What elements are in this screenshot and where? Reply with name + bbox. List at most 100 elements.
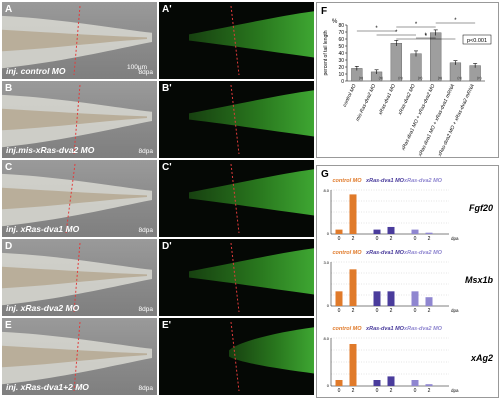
n-label: (n) — [418, 76, 422, 80]
n-label: (n) — [379, 76, 383, 80]
y-tick-label: 30 — [338, 58, 344, 64]
expression-bar — [411, 380, 419, 386]
x-tick-label: 2 — [428, 236, 431, 242]
expression-bar — [373, 380, 381, 386]
fluorescence-panel-a: A' — [159, 2, 314, 79]
bar — [430, 32, 442, 82]
expression-bar — [425, 297, 433, 306]
group-label: xRas-dva2 MO — [403, 250, 443, 256]
x-tick-label: 2 — [352, 236, 355, 242]
category-label: xRas-dva1 MO — [377, 83, 397, 117]
group-label: control MO — [332, 250, 362, 256]
x-tick-label: 0 — [338, 308, 341, 314]
x-tick-label: 0 — [338, 388, 341, 394]
category-label: xRas-dva2 MO — [397, 83, 417, 117]
tail-image — [2, 321, 152, 392]
n-label: (n) — [438, 76, 442, 80]
x-tick-label: 2 — [352, 388, 355, 394]
category-label: xRas-dva1 MO + xRas-dva1 mRNA — [417, 83, 457, 157]
y-tick-label: 0 — [327, 303, 330, 308]
panel-g-label: G — [321, 169, 329, 180]
expression-bar — [425, 384, 433, 386]
x-tick-label: 2 — [390, 308, 393, 314]
dpa-label: 8dpa — [138, 69, 153, 76]
group-label: xRas-dva2 MO — [403, 326, 443, 332]
panel-label-prime: E' — [162, 320, 172, 331]
panel-label-prime: B' — [162, 83, 172, 94]
group-label: xRas-dva1 MO — [365, 178, 405, 184]
gene-name: xAg2 — [470, 353, 493, 363]
group-label: xRas-dva1 MO — [365, 250, 405, 256]
y-tick-label: 0 — [327, 383, 330, 388]
expression-bar — [373, 291, 381, 306]
x-tick-label: 0 — [414, 236, 417, 242]
panel-label: E — [5, 320, 12, 331]
expression-bar — [411, 291, 419, 306]
significance-star: * — [454, 18, 457, 24]
fluorescence-panel-b: B' — [159, 81, 314, 158]
legend-box — [462, 34, 492, 45]
significance-star: * — [395, 30, 398, 36]
legend-text: p<0.001 — [467, 38, 487, 44]
brightfield-panel-b: B inj.mis-xRas-dva2 MO 8dpa — [2, 81, 157, 158]
expression-bar — [335, 291, 343, 306]
x-tick-label: 0 — [338, 236, 341, 242]
brightfield-panel-e: E inj. xRas-dva1+2 MO 8dpa — [2, 318, 157, 395]
expression-bar — [387, 226, 395, 234]
fluorescence-panel-d: D' — [159, 239, 314, 316]
y-tick-label: 8.0 — [323, 336, 329, 341]
panel-label: D — [5, 241, 13, 252]
tail-image — [2, 5, 152, 76]
x-unit: dpa — [451, 388, 459, 393]
significance-star: * — [375, 26, 378, 32]
panel-label: C — [5, 162, 13, 173]
n-label: (n) — [398, 76, 402, 80]
gene-name: Fgf20 — [469, 203, 493, 213]
expression-bar — [411, 229, 419, 234]
significance-star: * — [425, 34, 428, 40]
gene-name: Msx1b — [465, 275, 494, 285]
x-tick-label: 2 — [390, 388, 393, 394]
expression-bar — [349, 269, 357, 306]
panel-label-prime: C' — [162, 162, 172, 173]
gfp-image — [229, 321, 314, 392]
expression-bar — [349, 194, 357, 234]
expression-bar — [387, 376, 395, 386]
dpa-label: 8dpa — [138, 385, 153, 392]
x-tick-label: 0 — [376, 388, 379, 394]
tail-image — [2, 242, 152, 313]
n-label: (n) — [457, 76, 461, 80]
significance-star: * — [425, 33, 428, 39]
x-tick-label: 0 — [414, 388, 417, 394]
y-tick-label: 70 — [338, 30, 344, 36]
panel-f-chart: F%percent of tail length 0102030405060708… — [321, 6, 492, 158]
dpa-label: 8dpa — [138, 148, 153, 155]
expression-bar — [373, 229, 381, 234]
panel-label-prime: D' — [162, 241, 172, 252]
significance-star: * — [415, 22, 418, 28]
fluorescence-panel-e: E' — [159, 318, 314, 395]
x-tick-label: 0 — [376, 236, 379, 242]
panel-caption: inj. control MO — [6, 66, 66, 76]
x-tick-label: 0 — [376, 308, 379, 314]
panel-caption: inj. xRas-dva1+2 MO — [6, 382, 89, 392]
x-unit: dpa — [451, 308, 459, 313]
group-label: xRas-dva2 MO — [403, 178, 443, 184]
y-tick-label: 60 — [338, 37, 344, 43]
x-tick-label: 2 — [352, 308, 355, 314]
dpa-label: 8dpa — [138, 227, 153, 234]
category-label: control MO — [342, 83, 358, 108]
panel-caption: inj.mis-xRas-dva2 MO — [6, 145, 95, 155]
panel-f-label: F — [321, 6, 327, 17]
expression-bar — [335, 380, 343, 386]
fluorescence-panel-c: C' — [159, 160, 314, 237]
panel-caption: inj. xRas-dva1 MO — [6, 224, 80, 234]
panel-f: F% percent of tail length 0 10 20 30 40 50 60 70 8… — [316, 2, 499, 158]
panel-caption: inj. xRas-dva2 MO — [6, 303, 80, 313]
y-tick-label: 3.0 — [323, 260, 329, 265]
expression-bar — [349, 344, 357, 386]
y-tick-label: 0 — [327, 231, 330, 236]
tail-image — [2, 163, 152, 234]
